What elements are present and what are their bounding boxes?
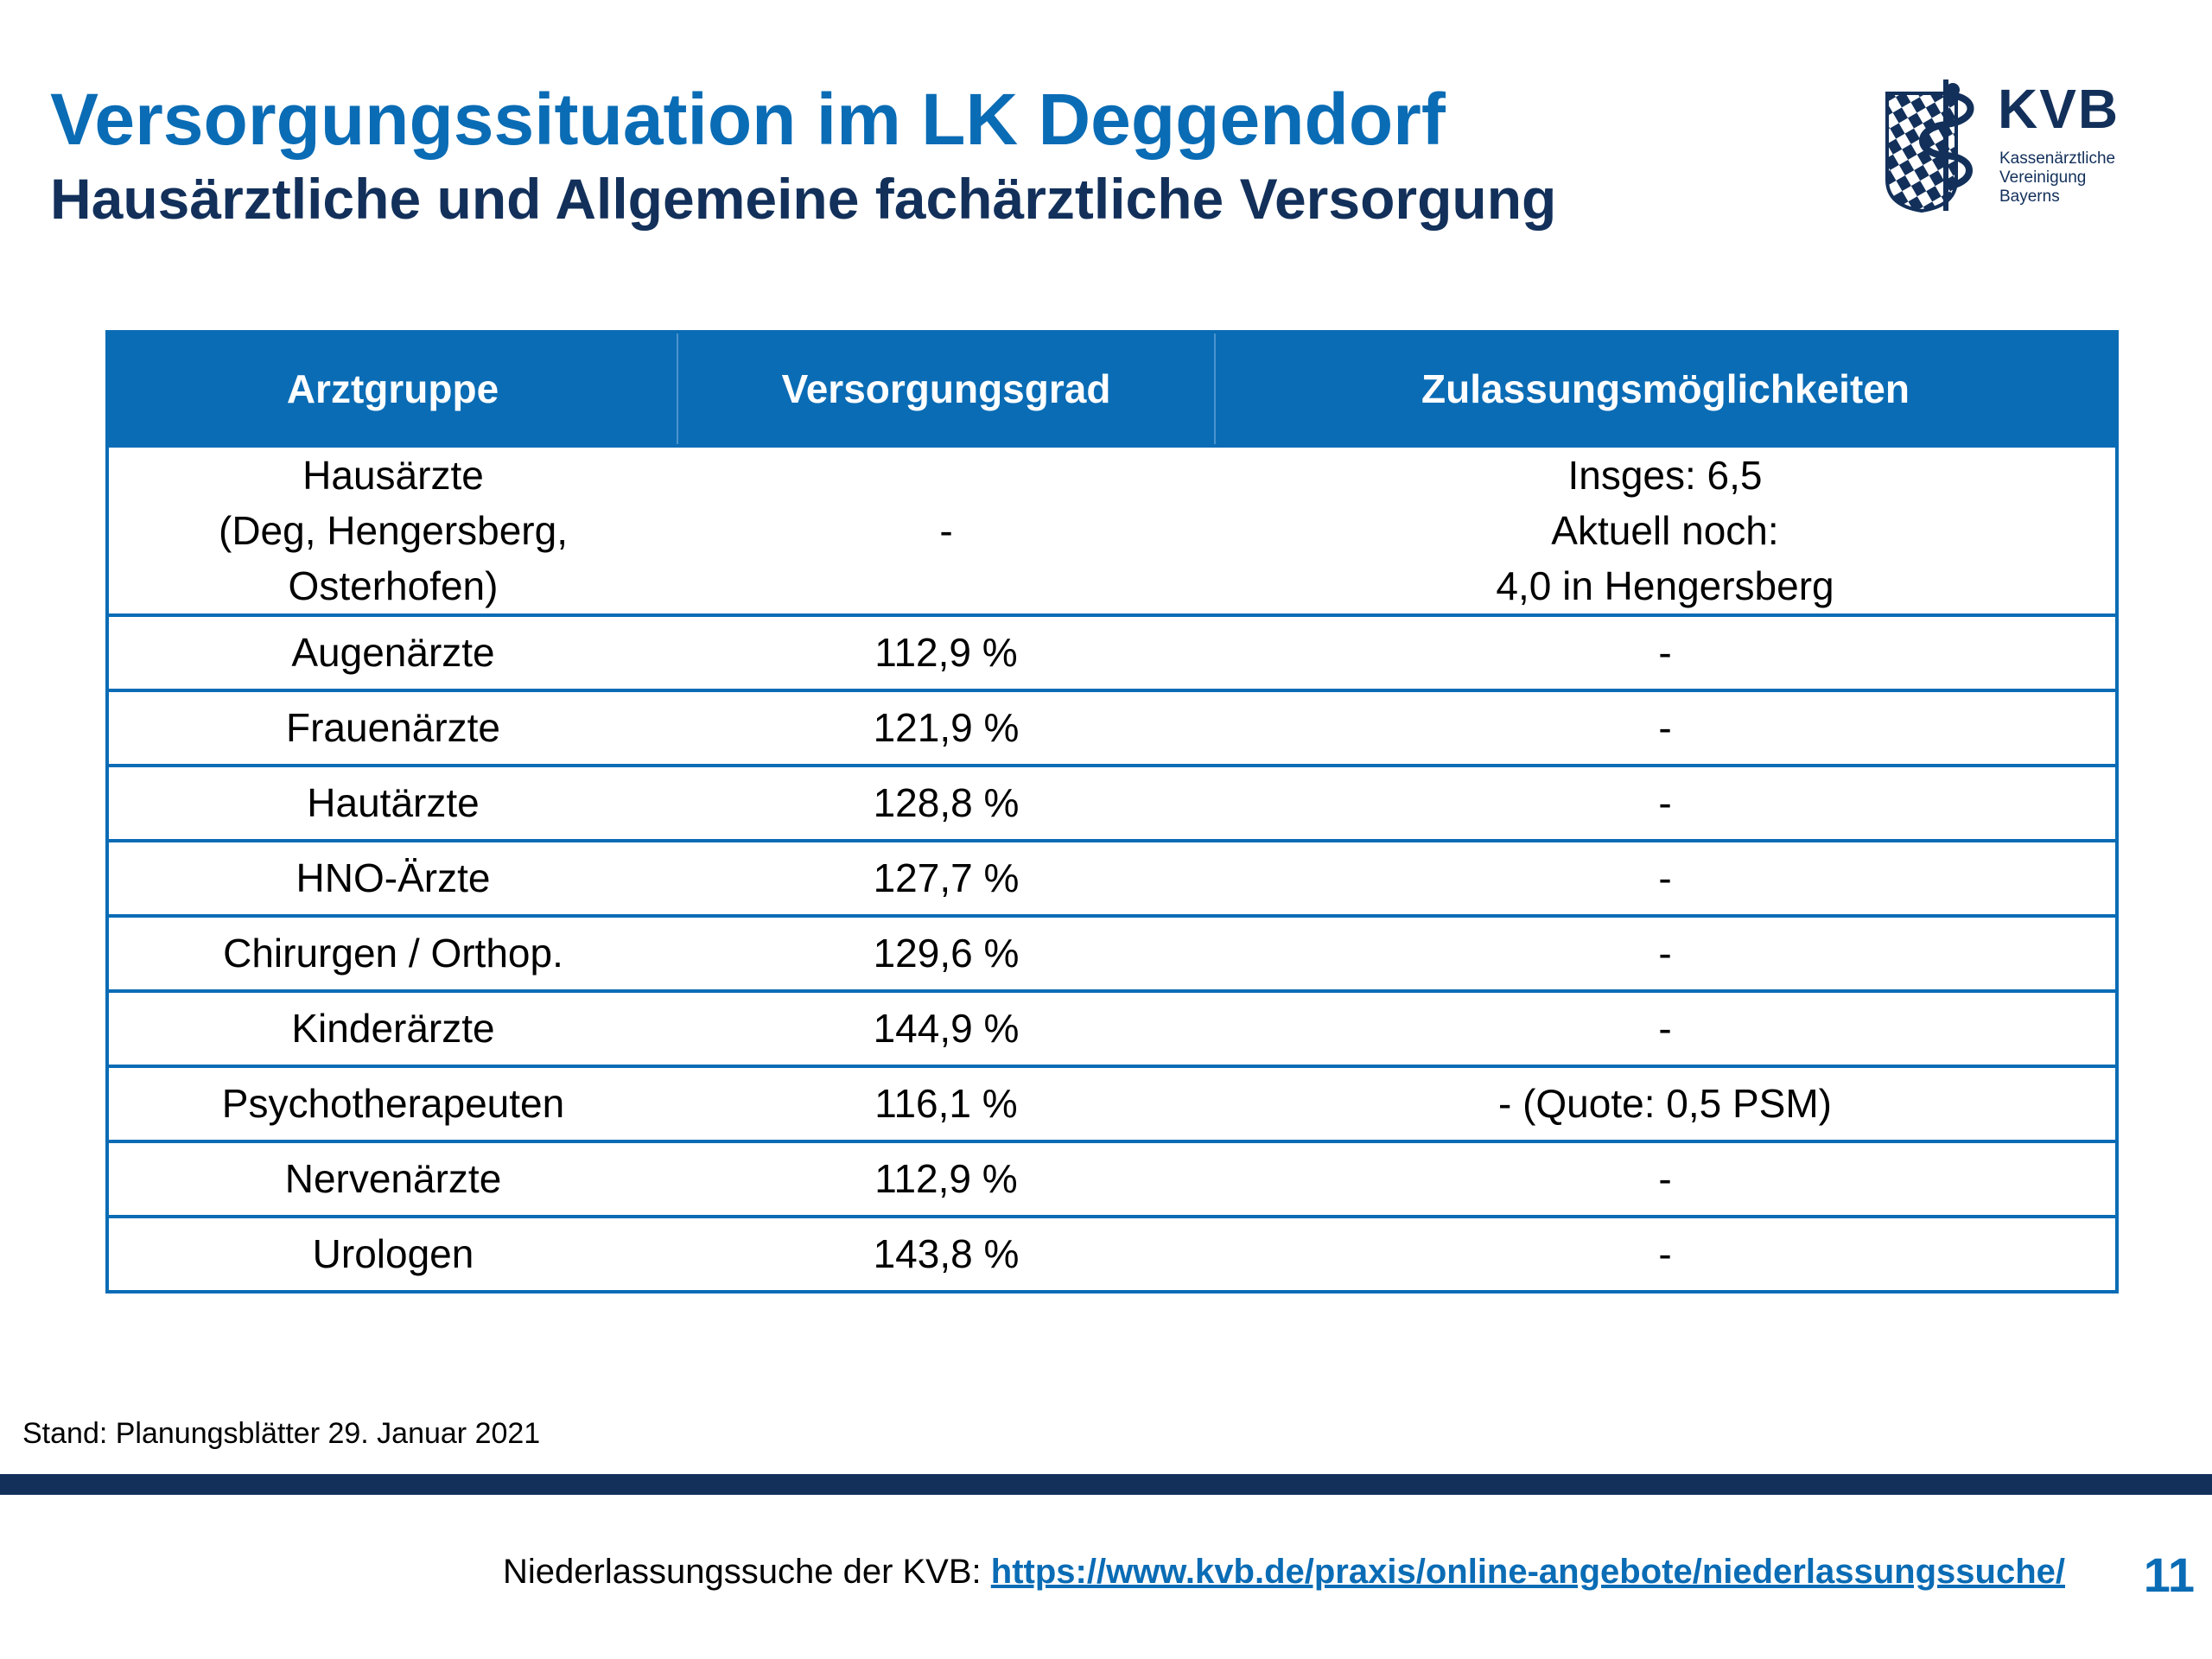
cell-options-line: Aktuell noch: — [1551, 508, 1779, 553]
cell-grade: 144,9 % — [677, 989, 1215, 1066]
cell-options: - — [1215, 914, 2117, 991]
cell-group: Nervenärzte — [107, 1140, 677, 1217]
kvb-logo: KVB Kassenärztliche Vereinigung Bayerns — [1884, 76, 2143, 214]
supply-table: Arztgruppe Versorgungsgrad Zulassungsmög… — [105, 330, 2119, 1294]
cell-options: - — [1215, 689, 2117, 766]
cell-options: - — [1215, 613, 2117, 690]
column-header-versorgungsgrad: Versorgungsgrad — [677, 332, 1215, 446]
cell-grade: 129,6 % — [677, 914, 1215, 991]
cell-grade: 112,9 % — [677, 1140, 1215, 1217]
footer-divider-bar — [0, 1474, 2212, 1495]
cell-options: - — [1215, 1215, 2117, 1292]
cell-group: Psychotherapeuten — [107, 1065, 677, 1141]
table-row: Nervenärzte 112,9 % - — [107, 1140, 2117, 1217]
cell-grade: 127,7 % — [677, 839, 1215, 916]
cell-options: - — [1215, 839, 2117, 916]
cell-group: Chirurgen / Orthop. — [107, 914, 677, 991]
cell-options: Insges: 6,5 Aktuell noch: 4,0 in Hengers… — [1215, 444, 2117, 615]
cell-grade: 143,8 % — [677, 1215, 1215, 1292]
table-row: Urologen 143,8 % - — [107, 1215, 2117, 1292]
supply-table-container: Arztgruppe Versorgungsgrad Zulassungsmög… — [105, 330, 2119, 1294]
cell-options-line: 4,0 in Hengersberg — [1496, 563, 1834, 608]
cell-options: - — [1215, 764, 2117, 841]
logo-abbreviation: KVB — [1998, 78, 2120, 140]
cell-group: Hautärzte — [107, 764, 677, 841]
table-row: Hausärzte (Deg, Hengersberg, Osterhofen)… — [107, 444, 2117, 615]
cell-group-line: Hausärzte — [302, 453, 484, 498]
cell-options: - (Quote: 0,5 PSM) — [1215, 1065, 2117, 1141]
page-number: 11 — [2143, 1548, 2195, 1602]
table-header-row: Arztgruppe Versorgungsgrad Zulassungsmög… — [107, 332, 2117, 446]
cell-group: Frauenärzte — [107, 689, 677, 766]
logo-line-1: Kassenärztliche — [1999, 149, 2116, 168]
cell-grade: 112,9 % — [677, 613, 1215, 690]
cell-group: Kinderärzte — [107, 989, 677, 1066]
cell-options: - — [1215, 989, 2117, 1066]
cell-group: HNO-Ärzte — [107, 839, 677, 916]
cell-grade: 121,9 % — [677, 689, 1215, 766]
page-title: Versorgungssituation im LK Deggendorf — [50, 79, 1446, 160]
cell-grade: 116,1 % — [677, 1065, 1215, 1141]
logo-line-3: Bayerns — [1999, 188, 2060, 206]
cell-group-line: Osterhofen) — [288, 563, 499, 608]
table-row: HNO-Ärzte 127,7 % - — [107, 839, 2117, 916]
bavarian-shield-aesculapius-icon — [1885, 79, 1974, 213]
table-row: Psychotherapeuten 116,1 % - (Quote: 0,5 … — [107, 1065, 2117, 1141]
page-subtitle: Hausärztliche und Allgemeine fachärztlic… — [50, 167, 1557, 231]
cell-group: Hausärzte (Deg, Hengersberg, Osterhofen) — [107, 444, 677, 615]
table-row: Chirurgen / Orthop. 129,6 % - — [107, 914, 2117, 991]
table-row: Frauenärzte 121,9 % - — [107, 689, 2117, 766]
cell-options: - — [1215, 1140, 2117, 1217]
table-row: Augenärzte 112,9 % - — [107, 613, 2117, 690]
data-status-note: Stand: Planungsblätter 29. Januar 2021 — [22, 1417, 541, 1450]
table-row: Hautärzte 128,8 % - — [107, 764, 2117, 841]
cell-grade: 128,8 % — [677, 764, 1215, 841]
cell-group: Augenärzte — [107, 613, 677, 690]
cell-options-line: Insges: 6,5 — [1567, 453, 1763, 498]
column-header-arztgruppe: Arztgruppe — [107, 332, 677, 446]
table-row: Kinderärzte 144,9 % - — [107, 989, 2117, 1066]
column-header-zulassungsmoeglichkeiten: Zulassungsmöglichkeiten — [1214, 332, 2117, 446]
niederlassungssuche-link[interactable]: https://www.kvb.de/praxis/online-angebot… — [990, 1553, 2065, 1591]
logo-line-2: Vereinigung — [1999, 168, 2087, 187]
cell-grade: - — [677, 444, 1215, 615]
footer-prefix: Niederlassungssuche der KVB: — [503, 1553, 991, 1591]
footer-note: Niederlassungssuche der KVB: https://www… — [503, 1553, 2065, 1592]
cell-group-line: (Deg, Hengersberg, — [219, 508, 568, 553]
cell-group: Urologen — [107, 1215, 677, 1292]
